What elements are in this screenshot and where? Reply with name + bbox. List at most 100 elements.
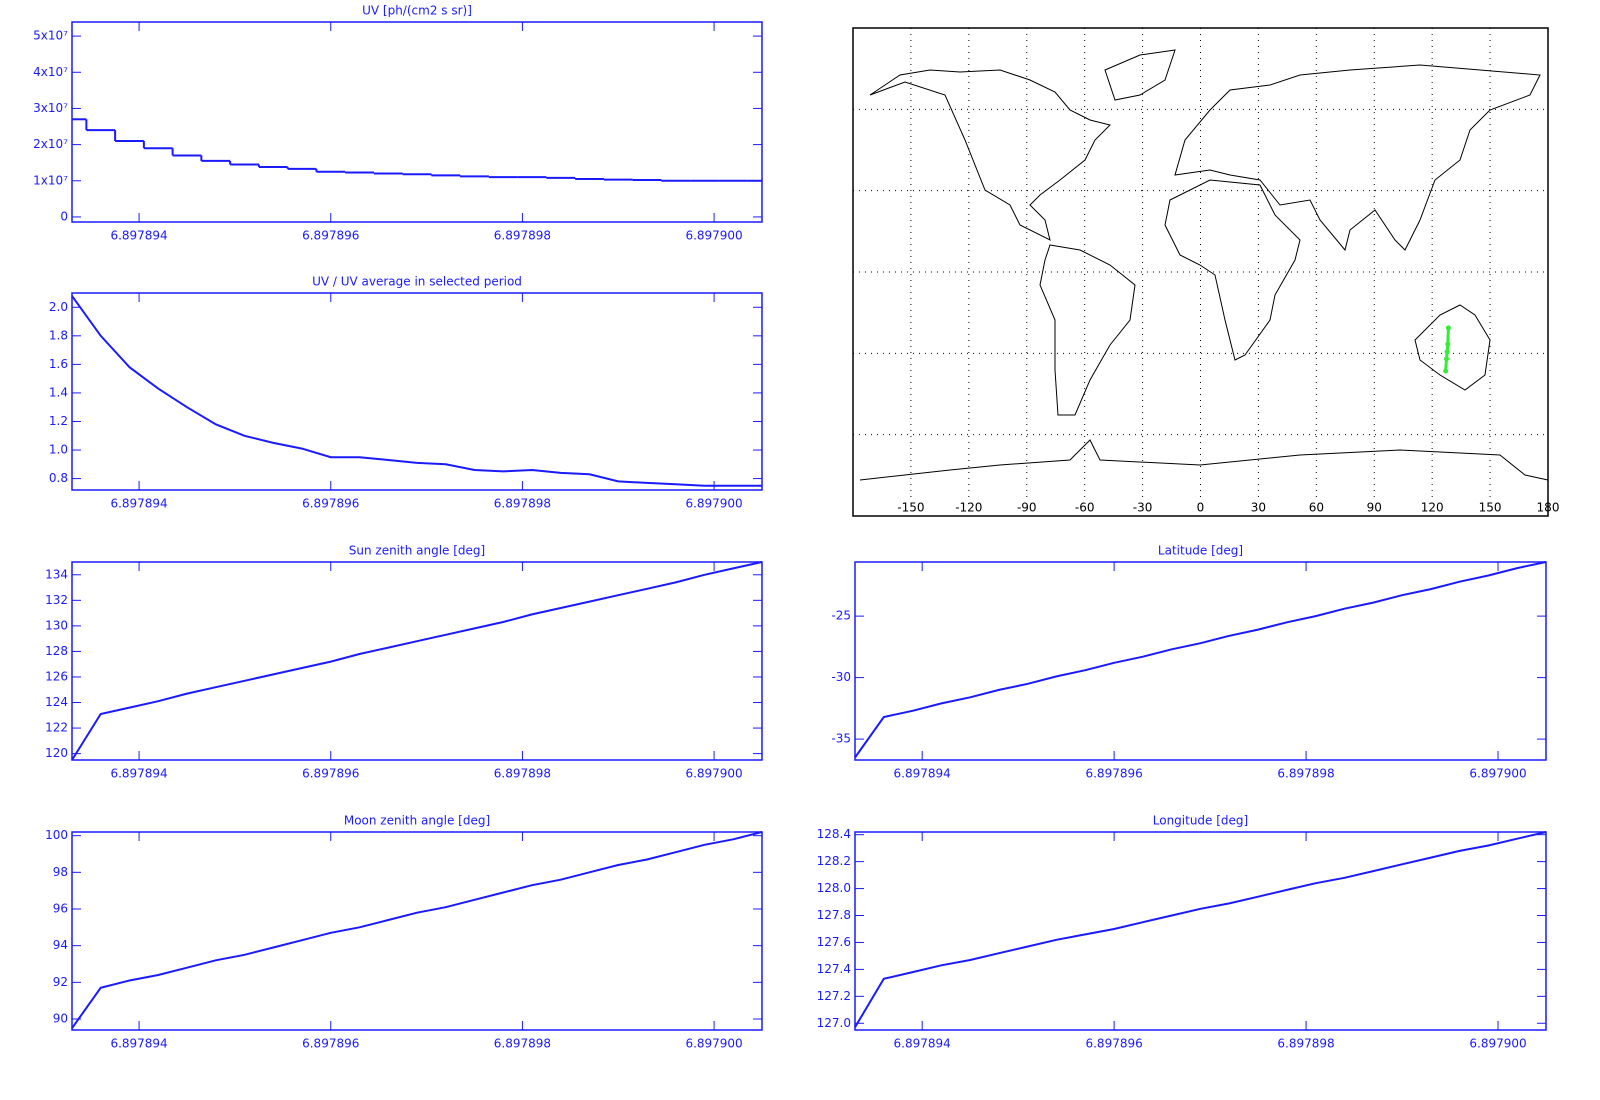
x-tick-label: 6.897898 — [494, 497, 551, 511]
y-tick-label: -35 — [831, 732, 851, 746]
data-line — [854, 831, 1547, 1028]
antarctica — [859, 439, 1549, 481]
y-tick-label: 124 — [45, 695, 68, 709]
y-tick-label: 126 — [45, 669, 68, 683]
plot-frame — [854, 561, 1547, 761]
y-tick-label: 128.0 — [817, 881, 851, 895]
x-tick-label: -90 — [1017, 501, 1037, 515]
y-tick-label: 1.4 — [49, 385, 68, 399]
y-tick-label: 100 — [45, 828, 68, 842]
greenland — [1104, 49, 1176, 101]
y-tick-label: 92 — [53, 975, 68, 989]
y-tick-label: 4x10⁷ — [33, 65, 68, 79]
chart-title: Longitude [deg] — [1153, 814, 1248, 828]
y-tick-label: -30 — [831, 670, 851, 684]
x-tick-label: 6.897898 — [1277, 1037, 1334, 1051]
eurasia — [1174, 64, 1541, 252]
x-tick-label: 6.897896 — [302, 767, 359, 781]
y-tick-label: 120 — [45, 746, 68, 760]
plot-frame — [71, 831, 763, 1031]
x-tick-label: 180 — [1537, 501, 1560, 515]
x-tick-label: 120 — [1421, 501, 1444, 515]
y-tick-label: 128.4 — [817, 827, 851, 841]
x-tick-label: 6.897896 — [1085, 767, 1142, 781]
x-tick-label: -30 — [1133, 501, 1153, 515]
plot-frame — [71, 292, 763, 491]
south-america — [1039, 244, 1136, 416]
x-tick-label: 6.897900 — [1469, 767, 1526, 781]
x-tick-label: 6.897900 — [1469, 1037, 1526, 1051]
x-tick-label: 6.897896 — [302, 229, 359, 243]
x-tick-label: 6.897894 — [110, 497, 167, 511]
y-tick-label: 127.8 — [817, 908, 851, 922]
y-tick-label: 0.8 — [49, 471, 68, 485]
x-tick-label: 0 — [1197, 501, 1205, 515]
y-tick-label: -25 — [831, 609, 851, 623]
map: -150 -120 -90 -60 -30 0 30 60 90 120 150 180 — [852, 27, 1560, 517]
x-tick-label: 6.897898 — [1277, 767, 1334, 781]
chart-title: UV [ph/(cm2 s sr)] — [362, 4, 472, 18]
plot-frame — [854, 831, 1547, 1031]
x-tick-label: 6.897898 — [494, 229, 551, 243]
x-tick-label: 6.897894 — [110, 1037, 167, 1051]
x-tick-label: 6.897898 — [494, 1037, 551, 1051]
x-tick-label: 6.897898 — [494, 767, 551, 781]
x-tick-label: 6.897900 — [685, 1037, 742, 1051]
x-tick-label: 6.897894 — [894, 1037, 951, 1051]
x-tick-label: 6.897896 — [302, 497, 359, 511]
y-tick-label: 5x10⁷ — [33, 29, 68, 43]
y-tick-label: 94 — [53, 938, 68, 952]
y-tick-label: 134 — [45, 567, 68, 581]
y-tick-label: 2x10⁷ — [33, 137, 68, 151]
y-tick-label: 132 — [45, 593, 68, 607]
x-tick-label: 6.897896 — [302, 1037, 359, 1051]
y-tick-label: 127.4 — [817, 962, 851, 976]
y-tick-label: 127.6 — [817, 935, 851, 949]
north-america — [869, 69, 1111, 241]
chart-title: Sun zenith angle [deg] — [349, 544, 485, 558]
africa — [1164, 179, 1301, 361]
y-tick-label: 1.6 — [49, 357, 68, 371]
plot: Longitude [deg] 127.0 127.2 127.4 127.6 127.8… — [817, 814, 1547, 1051]
y-tick-label: 0 — [60, 209, 68, 223]
y-tick-label: 98 — [53, 865, 68, 879]
y-tick-label: 1.0 — [49, 443, 68, 457]
y-tick-label: 127.0 — [817, 1016, 851, 1030]
y-tick-label: 3x10⁷ — [33, 101, 68, 115]
x-tick-label: 90 — [1367, 501, 1382, 515]
track-line — [1444, 327, 1450, 372]
x-tick-label: 150 — [1479, 501, 1502, 515]
plot: Latitude [deg] -35 -30 -25 6.897894 6.897896 6… — [831, 544, 1547, 781]
x-tick-label: 6.897900 — [685, 497, 742, 511]
data-line — [71, 295, 762, 487]
plot: UV / UV average in selected period 0.8 1.0… — [49, 275, 763, 511]
australia — [1414, 304, 1491, 391]
y-tick-label: 127.2 — [817, 989, 851, 1003]
x-tick-label: 6.897894 — [110, 229, 167, 243]
chart-title: Moon zenith angle [deg] — [344, 814, 490, 828]
y-tick-label: 1.2 — [49, 414, 68, 428]
coastline — [859, 49, 1549, 481]
y-tick-label: 130 — [45, 618, 68, 632]
x-tick-label: 6.897900 — [685, 229, 742, 243]
plot-frame — [71, 561, 763, 761]
y-tick-label: 90 — [53, 1012, 68, 1026]
plot: Moon zenith angle [deg] 90 92 94 96 98 100 6.89… — [45, 814, 763, 1051]
x-tick-label: 30 — [1251, 501, 1266, 515]
x-tick-label: -150 — [897, 501, 924, 515]
x-tick-label: -60 — [1075, 501, 1095, 515]
y-tick-label: 1.8 — [49, 328, 68, 342]
plot: UV [ph/(cm2 s sr)] 0 1x10⁷ 2x10⁷ 3x10⁷ 4x10⁷ 5… — [33, 4, 763, 243]
y-tick-label: 96 — [53, 902, 68, 916]
y-tick-label: 1x10⁷ — [33, 173, 68, 187]
x-tick-label: 6.897894 — [894, 767, 951, 781]
chart-title: Latitude [deg] — [1158, 544, 1243, 558]
y-tick-label: 122 — [45, 721, 68, 735]
x-tick-label: 6.897900 — [685, 767, 742, 781]
x-tick-label: 6.897896 — [1085, 1037, 1142, 1051]
data-line — [71, 561, 763, 761]
y-tick-label: 128.2 — [817, 854, 851, 868]
x-tick-label: 60 — [1309, 501, 1324, 515]
